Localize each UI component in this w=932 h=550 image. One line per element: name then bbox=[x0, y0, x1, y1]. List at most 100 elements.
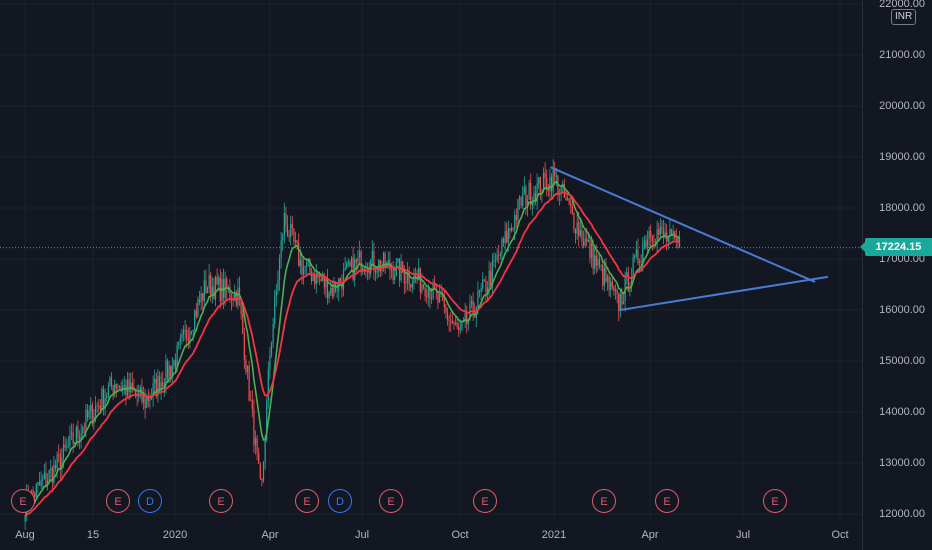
dividend-event-badge[interactable]: D bbox=[328, 489, 352, 513]
candle-body bbox=[238, 287, 241, 301]
candle-body bbox=[352, 257, 354, 280]
candle-body bbox=[427, 288, 429, 297]
candle-body bbox=[290, 224, 292, 237]
candle-body bbox=[293, 228, 295, 243]
candle-body bbox=[613, 286, 615, 292]
price-tick: 12000.00 bbox=[879, 508, 925, 520]
dividend-event-badge[interactable]: D bbox=[138, 489, 162, 513]
candle-body bbox=[446, 311, 449, 320]
candle-body bbox=[507, 228, 509, 243]
earnings-event-badge[interactable]: E bbox=[11, 489, 35, 513]
price-axis[interactable]: 22000.00 21000.00 20000.00 19000.00 1800… bbox=[862, 0, 932, 550]
earnings-event-badge[interactable]: E bbox=[592, 489, 616, 513]
candle-body bbox=[173, 360, 175, 366]
candle-body bbox=[229, 286, 231, 298]
candle-body bbox=[286, 225, 289, 236]
candle-body bbox=[552, 170, 554, 192]
candle-body bbox=[642, 246, 644, 262]
candle-body bbox=[250, 400, 252, 401]
candle-body bbox=[550, 176, 553, 192]
candle-body bbox=[459, 329, 461, 331]
candle-body bbox=[586, 238, 588, 242]
time-tick: Aug bbox=[15, 529, 35, 541]
earnings-event-badge[interactable]: E bbox=[763, 489, 787, 513]
candle-body bbox=[338, 278, 340, 291]
candle-body bbox=[74, 442, 76, 444]
candle-body bbox=[432, 282, 434, 298]
candle-body bbox=[472, 300, 474, 314]
candle-body bbox=[661, 226, 663, 230]
earnings-event-badge[interactable]: E bbox=[106, 489, 130, 513]
candle-body bbox=[258, 452, 260, 464]
candle-body bbox=[194, 310, 196, 330]
candle-body bbox=[291, 224, 293, 229]
candle-body bbox=[216, 276, 218, 285]
candle-body bbox=[82, 427, 84, 434]
candle-body bbox=[384, 253, 386, 269]
candle-body bbox=[570, 203, 572, 207]
candle-body bbox=[32, 490, 34, 494]
candle-body bbox=[256, 438, 258, 453]
candle-body bbox=[458, 326, 460, 331]
candle-body bbox=[411, 283, 413, 288]
candle-body bbox=[498, 254, 500, 256]
candle-body bbox=[606, 276, 609, 282]
candle-body bbox=[440, 294, 442, 296]
candle-body bbox=[267, 369, 269, 401]
candle-body bbox=[368, 271, 370, 274]
candle-body bbox=[147, 397, 149, 402]
candle-body bbox=[584, 238, 586, 246]
candle-body bbox=[445, 306, 447, 312]
candle-body bbox=[326, 278, 329, 299]
candle-body bbox=[568, 198, 570, 204]
candle-body bbox=[24, 516, 26, 522]
trendline bbox=[619, 275, 829, 311]
candle-body bbox=[106, 396, 108, 399]
candle-body bbox=[563, 183, 565, 198]
candle-body bbox=[294, 240, 297, 243]
candle-body bbox=[237, 287, 239, 306]
time-tick: Jul bbox=[735, 529, 751, 541]
candle-body bbox=[114, 384, 116, 393]
candle-body bbox=[632, 257, 634, 279]
chart-grid bbox=[0, 0, 862, 522]
earnings-event-badge[interactable]: E bbox=[379, 489, 403, 513]
candle-body bbox=[104, 398, 106, 409]
candle-body bbox=[91, 404, 93, 424]
price-tick: 19000.00 bbox=[879, 151, 925, 163]
time-tick: Oct bbox=[451, 529, 469, 541]
candle-body bbox=[304, 266, 306, 268]
candle-body bbox=[245, 359, 247, 373]
candle-body bbox=[477, 290, 479, 308]
candle-body bbox=[630, 278, 633, 288]
earnings-event-badge[interactable]: E bbox=[295, 489, 319, 513]
earnings-event-badge[interactable]: E bbox=[655, 489, 679, 513]
currency-badge[interactable]: INR bbox=[891, 9, 917, 25]
candle-body bbox=[533, 193, 535, 201]
candle-body bbox=[638, 261, 641, 263]
candle-body bbox=[557, 175, 559, 196]
candle-body bbox=[614, 289, 617, 292]
candle-body bbox=[526, 199, 529, 206]
candle-body bbox=[355, 259, 357, 263]
candle-body bbox=[333, 281, 335, 297]
candle-body bbox=[522, 193, 524, 206]
candle-body bbox=[443, 300, 445, 307]
candle-body bbox=[506, 231, 508, 243]
earnings-event-badge[interactable]: E bbox=[473, 489, 497, 513]
candle-body bbox=[166, 360, 169, 379]
candle-body bbox=[133, 389, 135, 391]
candle-body bbox=[50, 468, 52, 470]
candle-body bbox=[115, 384, 117, 388]
candle-body bbox=[254, 438, 257, 446]
candle-body bbox=[646, 238, 649, 248]
candle-body bbox=[102, 388, 105, 409]
candle-body bbox=[602, 264, 604, 286]
candle-body bbox=[277, 280, 279, 290]
candle-body bbox=[70, 432, 73, 435]
candle-body bbox=[408, 272, 410, 285]
candle-body bbox=[554, 170, 556, 177]
earnings-event-badge[interactable]: E bbox=[209, 489, 233, 513]
candle-body bbox=[282, 235, 284, 241]
